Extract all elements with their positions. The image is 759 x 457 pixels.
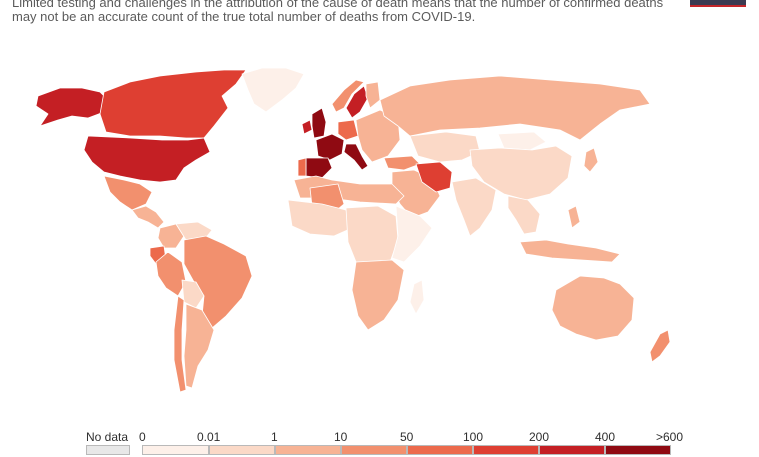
legend-no-data-label: No data <box>86 430 129 444</box>
brand-logo-bar <box>690 0 746 7</box>
region-canada[interactable] <box>99 69 247 139</box>
world-map <box>35 67 671 393</box>
legend-swatch-4 <box>407 445 473 455</box>
region-indonesia[interactable] <box>519 239 621 263</box>
region-east-africa[interactable] <box>391 205 433 263</box>
region-central-america[interactable] <box>131 205 165 229</box>
region-ireland[interactable] <box>301 119 313 135</box>
region-china[interactable] <box>469 145 573 201</box>
legend-tick-label-7: 400 <box>595 430 616 444</box>
region-bolivia[interactable] <box>181 279 205 309</box>
region-turkey[interactable] <box>383 155 421 171</box>
region-finland[interactable] <box>365 81 381 109</box>
legend-tick-label-1: 0.01 <box>197 430 221 444</box>
region-west-africa[interactable] <box>287 199 353 237</box>
legend-tick-label-3: 10 <box>334 430 348 444</box>
legend-tick-label-0: 0 <box>139 430 146 444</box>
region-norway[interactable] <box>331 79 365 113</box>
legend-tick-label-6: 200 <box>529 430 550 444</box>
region-italy[interactable] <box>343 143 369 171</box>
region-venezuela[interactable] <box>175 221 213 241</box>
subtitle-line-2: may not be an accurate count of the true… <box>12 9 476 24</box>
legend-swatch-3 <box>341 445 407 455</box>
legend-swatch-1 <box>209 445 275 455</box>
region-greenland[interactable] <box>241 67 305 113</box>
region-alaska[interactable] <box>35 87 109 127</box>
region-madagascar[interactable] <box>409 279 425 315</box>
region-southern-africa[interactable] <box>351 259 405 331</box>
region-germany[interactable] <box>337 119 359 141</box>
region-portugal[interactable] <box>297 157 307 177</box>
legend-tick-label-4: 50 <box>400 430 414 444</box>
legend-swatch-no-data <box>86 445 130 455</box>
region-japan[interactable] <box>583 147 599 173</box>
region-chile[interactable] <box>173 295 187 393</box>
legend-swatch-2 <box>275 445 341 455</box>
legend-tick-label-2: 1 <box>271 430 278 444</box>
region-mongolia[interactable] <box>497 131 547 151</box>
region-argentina[interactable] <box>183 303 215 389</box>
legend-tick-label-8: >600 <box>656 430 684 444</box>
region-uk[interactable] <box>311 107 327 139</box>
subtitle-line-1: Limited testing and challenges in the at… <box>12 0 664 10</box>
legend-tick-label-5: 100 <box>463 430 484 444</box>
chart-subtitle: Limited testing and challenges in the at… <box>12 0 712 24</box>
legend-swatch-0 <box>142 445 209 455</box>
legend-swatch-5 <box>473 445 539 455</box>
region-india[interactable] <box>451 177 497 237</box>
region-australia[interactable] <box>551 275 635 341</box>
region-new-zealand[interactable] <box>649 329 671 363</box>
region-mexico[interactable] <box>103 175 153 211</box>
region-central-asia[interactable] <box>409 131 481 163</box>
region-russia[interactable] <box>379 75 651 141</box>
region-philippines[interactable] <box>567 205 581 229</box>
region-spain[interactable] <box>305 157 333 179</box>
region-southeast-asia[interactable] <box>507 195 541 235</box>
legend-swatch-6 <box>539 445 605 455</box>
legend-swatch-7 <box>605 445 671 455</box>
map-legend: No data 0 0.01 1 10 50 100 200 400 >600 <box>0 425 759 457</box>
region-peru[interactable] <box>155 251 187 297</box>
region-usa[interactable] <box>83 135 211 183</box>
region-france[interactable] <box>315 133 345 161</box>
region-iran[interactable] <box>415 161 453 193</box>
